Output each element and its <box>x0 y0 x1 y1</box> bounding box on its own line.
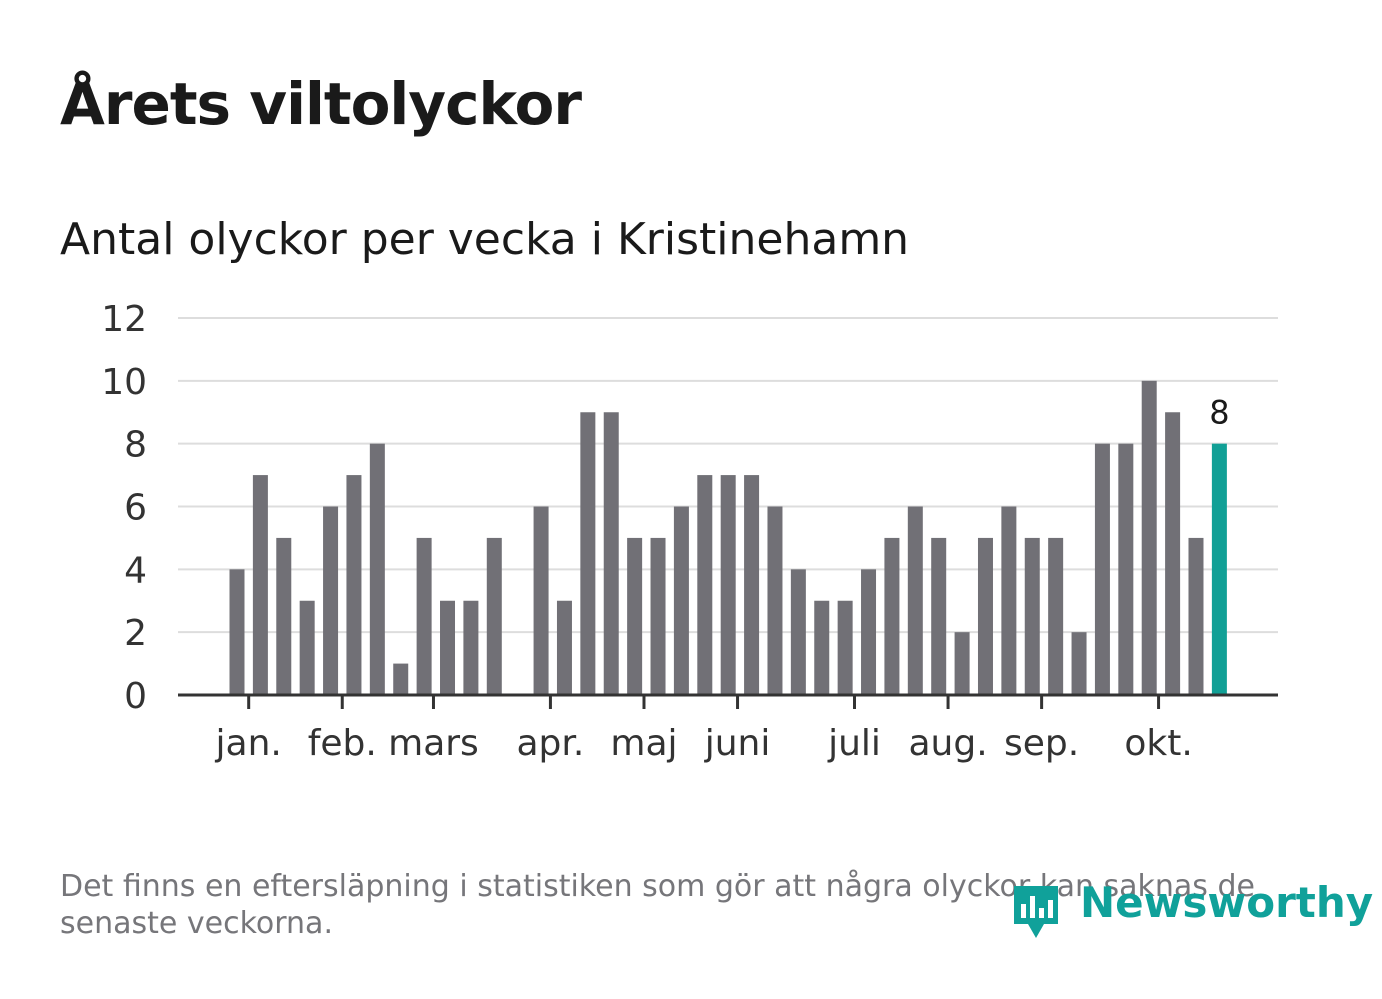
bar <box>627 537 643 695</box>
bar <box>954 632 970 695</box>
y-tick-label: 10 <box>101 362 147 403</box>
bars <box>229 380 1227 695</box>
bar <box>1024 537 1040 695</box>
bar <box>1048 537 1064 695</box>
data-label-latest: 8 <box>1209 394 1229 432</box>
chart-subtitle: Antal olyckor per vecka i Kristinehamn <box>60 214 910 265</box>
bar <box>556 600 572 695</box>
x-tick-label: maj <box>610 723 677 764</box>
bar <box>767 506 783 695</box>
bar <box>323 506 339 695</box>
bar <box>697 475 713 695</box>
bar <box>931 537 947 695</box>
x-tick-label: sep. <box>1004 723 1079 764</box>
bar <box>744 475 760 695</box>
bar-highlight <box>1211 443 1227 695</box>
x-tick-label: jan. <box>215 723 282 764</box>
bar <box>276 537 292 695</box>
bar <box>1165 412 1181 695</box>
y-tick-label: 4 <box>124 550 147 591</box>
x-tick-label: apr. <box>516 723 584 764</box>
bar <box>252 475 268 695</box>
bar <box>1188 537 1204 695</box>
x-tick-label: feb. <box>308 723 377 764</box>
x-tick-label: aug. <box>908 723 987 764</box>
bar <box>533 506 549 695</box>
y-tick-label: 8 <box>124 425 147 466</box>
bar <box>814 600 830 695</box>
chart-title: Årets viltolyckor <box>60 70 582 138</box>
bar <box>580 412 596 695</box>
y-tick-label: 6 <box>124 488 147 529</box>
x-tick-label: juli <box>827 723 881 764</box>
y-tick-label: 0 <box>124 676 147 717</box>
newsworthy-logo[interactable]: Newsworthy <box>1010 876 1373 946</box>
bar <box>463 600 479 695</box>
bar <box>673 506 689 695</box>
bar <box>229 569 245 695</box>
bar <box>977 537 993 695</box>
y-tick-label: 2 <box>124 613 147 654</box>
brand-name: Newsworthy <box>1080 878 1374 927</box>
axes <box>178 693 1278 709</box>
bar <box>486 537 502 695</box>
bar <box>907 506 923 695</box>
x-tick-label: juni <box>704 723 771 764</box>
bar <box>416 537 432 695</box>
bar <box>790 569 806 695</box>
newsworthy-logo-icon <box>1014 886 1058 938</box>
bar <box>1094 443 1110 695</box>
x-tick-label: okt. <box>1124 723 1192 764</box>
bar <box>1141 380 1157 695</box>
bar <box>1071 632 1087 695</box>
bar <box>346 475 362 695</box>
bar <box>884 537 900 695</box>
x-tick-label: mars <box>388 723 479 764</box>
bar <box>1001 506 1017 695</box>
labels: 0 2 4 6 8 10 12 8 jan. feb. mars apr. maj juni juli aug… <box>101 299 1229 764</box>
bar <box>393 663 409 695</box>
bar <box>720 475 736 695</box>
bar <box>299 600 315 695</box>
bar <box>650 537 666 695</box>
bar <box>603 412 619 695</box>
y-tick-label: 12 <box>101 299 147 340</box>
bar <box>1118 443 1134 695</box>
bar <box>369 443 385 695</box>
bar <box>861 569 877 695</box>
bar <box>837 600 853 695</box>
bar <box>440 600 456 695</box>
